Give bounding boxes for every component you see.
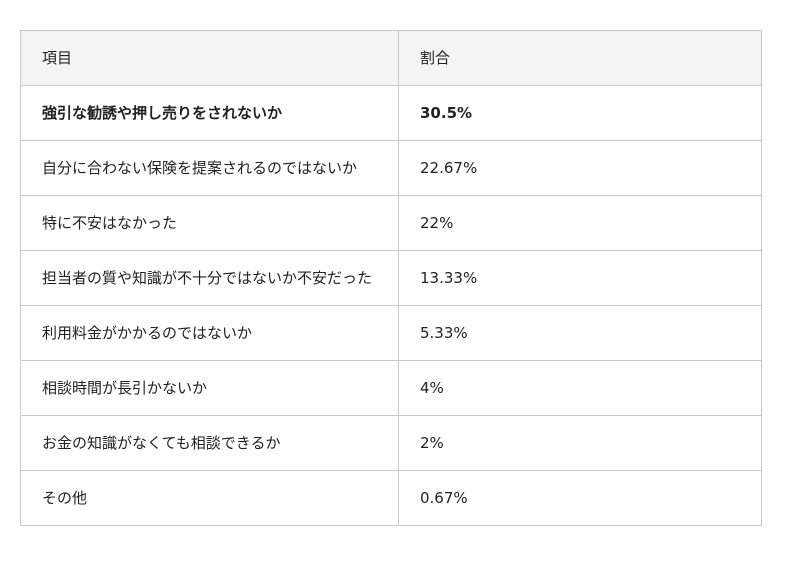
ratio-cell: 22% (398, 195, 762, 251)
table: 項目 割合 強引な勧誘や押し売りをされないか 30.5% 自分に合わない保険を提案さ… (20, 30, 762, 526)
table-row: 相談時間が長引かないか 4% (20, 360, 762, 416)
ratio-cell: 5.33% (398, 305, 762, 361)
item-cell: 利用料金がかかるのではないか (20, 305, 399, 361)
header-cell: 項目 (20, 30, 399, 86)
item-cell: 強引な勧誘や押し売りをされないか (20, 85, 399, 141)
table-row: 担当者の質や知識が不十分ではないか不安だった 13.33% (20, 250, 762, 306)
table-row: 強引な勧誘や押し売りをされないか 30.5% (20, 85, 762, 141)
header-cell: 割合 (398, 30, 762, 86)
item-cell: その他 (20, 470, 399, 526)
ratio-cell: 13.33% (398, 250, 762, 306)
table-row: お金の知識がなくても相談できるか 2% (20, 415, 762, 471)
ratio-cell: 4% (398, 360, 762, 416)
ratio-cell: 22.67% (398, 140, 762, 196)
table-header: 項目 割合 (20, 30, 762, 86)
item-cell: 特に不安はなかった (20, 195, 399, 251)
item-cell: 担当者の質や知識が不十分ではないか不安だった (20, 250, 399, 306)
table-row: 特に不安はなかった 22% (20, 195, 762, 251)
table-row: 自分に合わない保険を提案されるのではないか 22.67% (20, 140, 762, 196)
ratio-cell: 2% (398, 415, 762, 471)
ratio-cell: 0.67% (398, 470, 762, 526)
item-cell: お金の知識がなくても相談できるか (20, 415, 399, 471)
item-cell: 自分に合わない保険を提案されるのではないか (20, 140, 399, 196)
table-row: 利用料金がかかるのではないか 5.33% (20, 305, 762, 361)
ratio-cell: 30.5% (398, 85, 762, 141)
item-cell: 相談時間が長引かないか (20, 360, 399, 416)
table-body: 強引な勧誘や押し売りをされないか 30.5% 自分に合わない保険を提案されるのではな… (20, 85, 762, 526)
table-row: その他 0.67% (20, 470, 762, 526)
header-row: 項目 割合 (20, 30, 762, 86)
